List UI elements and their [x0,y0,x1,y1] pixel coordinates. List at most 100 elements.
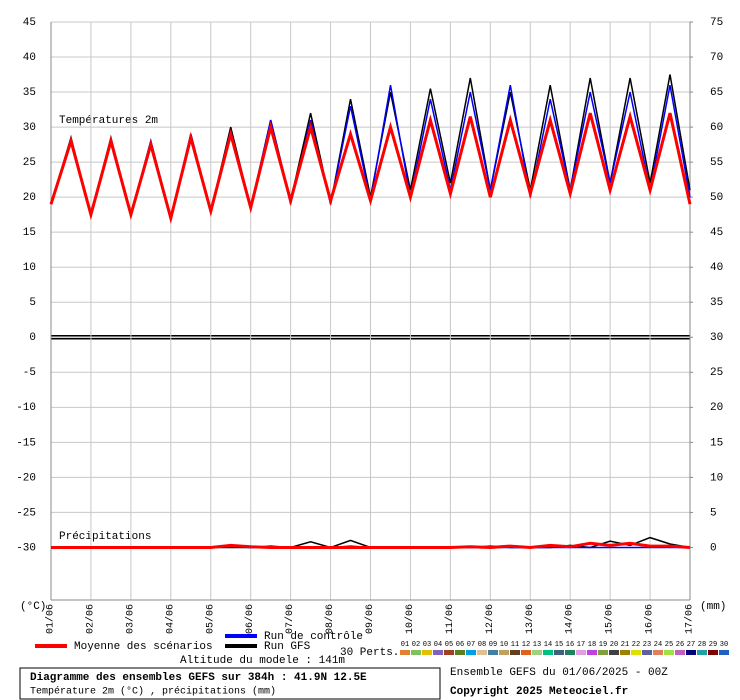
pert-swatch [554,650,564,655]
y2-tick-label: 5 [710,507,717,519]
pert-label: 16 [566,641,574,649]
pert-swatch [565,650,575,655]
precip-label: Précipitations [59,531,151,543]
y2-tick-label: 15 [710,437,723,449]
x-tick-label: 11/06 [444,604,456,634]
pert-label: 05 [445,641,453,649]
pert-label: 08 [478,641,486,649]
x-tick-label: 14/06 [564,604,576,634]
pert-swatch [466,650,476,655]
pert-swatch [708,650,718,655]
pert-swatch [455,650,465,655]
y2-tick-label: 75 [710,17,723,29]
pert-swatch [719,650,729,655]
pert-label: 09 [489,641,497,649]
y2-tick-label: 40 [710,262,723,274]
pert-label: 14 [544,641,552,649]
y2-tick-label: 20 [710,402,723,414]
y-tick-label: -15 [16,437,36,449]
x-tick-label: 06/06 [244,604,256,634]
pert-label: 07 [467,641,475,649]
pert-label: 17 [577,641,585,649]
pert-swatch [488,650,498,655]
perturbations-label: 30 Perts. [340,647,399,659]
x-tick-label: 17/06 [684,604,696,634]
pert-label: 12 [522,641,530,649]
pert-swatch [686,650,696,655]
pert-swatch [444,650,454,655]
pert-label: 25 [665,641,673,649]
pert-swatch [675,650,685,655]
pert-label: 23 [643,641,651,649]
x-tick-label: 09/06 [364,604,376,634]
pert-swatch [510,650,520,655]
y-tick-label: 40 [23,52,36,64]
y-tick-label: -30 [16,542,36,554]
series-line [51,541,691,550]
pert-swatch [642,650,652,655]
pert-label: 24 [654,641,662,649]
y2-axis-label: (mm) [700,601,726,613]
legend-label: Run GFS [264,641,311,653]
pert-swatch [477,650,487,655]
pert-label: 22 [632,641,640,649]
x-tick-label: 03/06 [124,604,136,634]
y-tick-label: -25 [16,507,36,519]
y2-tick-label: 10 [710,472,723,484]
y-tick-label: 45 [23,17,36,29]
pert-swatch [543,650,553,655]
y2-tick-label: 30 [710,332,723,344]
pert-swatch [631,650,641,655]
pert-label: 01 [401,641,409,649]
y2-tick-label: 25 [710,367,723,379]
pert-label: 26 [676,641,684,649]
y2-tick-label: 35 [710,297,723,309]
y2-tick-label: 60 [710,122,723,134]
pert-swatch [664,650,674,655]
pert-label: 10 [500,641,508,649]
temp-label: Températures 2m [59,115,158,127]
pert-label: 21 [621,641,629,649]
y2-tick-label: 45 [710,227,723,239]
legend-label: Moyenne des scénarios [74,641,213,653]
run-info: Ensemble GEFS du 01/06/2025 - 00Z [450,667,668,679]
x-tick-label: 12/06 [484,604,496,634]
pert-swatch [598,650,608,655]
chart-subtitle: Température 2m (°C) , précipitations (mm… [30,686,276,698]
y2-tick-label: 50 [710,192,723,204]
pert-swatch [532,650,542,655]
x-tick-label: 01/06 [45,604,57,634]
x-tick-label: 10/06 [404,604,416,634]
pert-swatch [499,650,509,655]
x-tick-label: 02/06 [84,604,96,634]
pert-label: 28 [698,641,706,649]
pert-label: 30 [720,641,728,649]
x-tick-label: 05/06 [204,604,216,634]
y-tick-label: 35 [23,87,36,99]
pert-label: 04 [434,641,442,649]
pert-swatch [400,650,410,655]
x-tick-label: 13/06 [524,604,536,634]
pert-swatch [521,650,531,655]
pert-swatch [576,650,586,655]
y-axis-label: (°C) [20,601,46,613]
y-tick-label: 25 [23,157,36,169]
y-tick-label: 5 [29,297,36,309]
pert-label: 18 [588,641,596,649]
copyright: Copyright 2025 Meteociel.fr [450,686,628,698]
pert-swatch [653,650,663,655]
altitude: Altitude du modele : 141m [180,655,345,667]
pert-swatch [697,650,707,655]
y-tick-label: 30 [23,122,36,134]
y-tick-label: -10 [16,402,36,414]
title-box [19,667,441,700]
pert-swatch [587,650,597,655]
legend-label: Run de contrôle [264,631,363,643]
x-tick-label: 16/06 [644,604,656,634]
pert-swatch [620,650,630,655]
pert-label: 29 [709,641,717,649]
y-tick-label: -20 [16,472,36,484]
pert-label: 20 [610,641,618,649]
x-tick-label: 08/06 [324,604,336,634]
